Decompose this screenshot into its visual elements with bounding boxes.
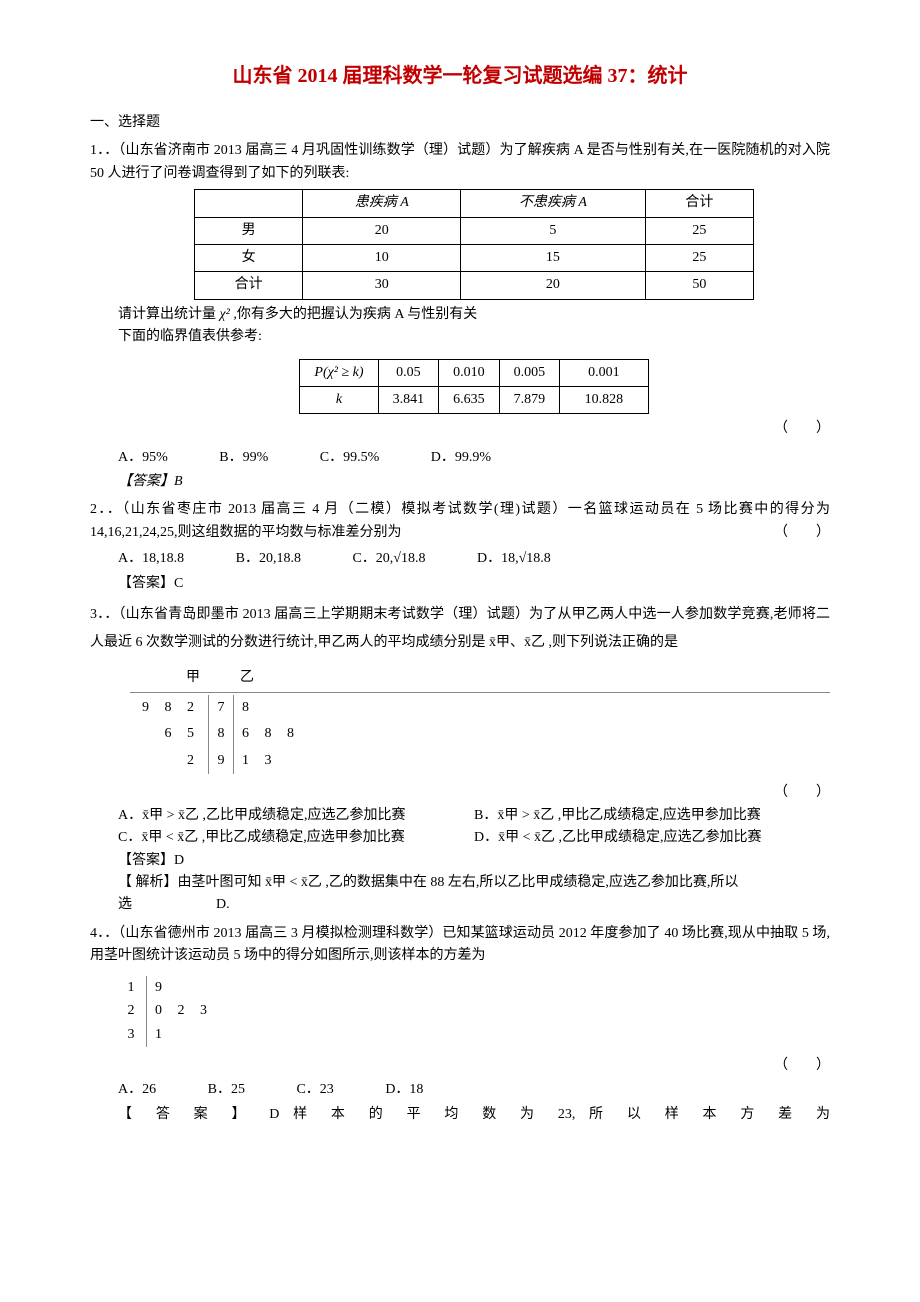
q3-exp1: 【 解析】由茎叶图可知 x̄甲 < x̄乙 ,乙的数据集中在 88 左右,所以乙… xyxy=(90,872,830,894)
sl-hdr-l: 甲 xyxy=(130,665,208,692)
q2-optD: D．18,√18.8 xyxy=(477,548,551,570)
q3-optB: B．x̄甲 > x̄乙 ,甲比乙成绩稳定,应选甲参加比赛 xyxy=(474,805,830,827)
sl-r1-s: 7 xyxy=(208,695,234,722)
q1-optC: C．99.5% xyxy=(320,447,380,469)
doc-title: 山东省 2014 届理科数学一轮复习试题选编 37：统计 xyxy=(90,60,830,92)
q1-table2-wrap: P(χ² ≥ k) 0.05 0.010 0.005 0.001 k 3.841… xyxy=(90,359,830,441)
q3-opts: A．x̄甲 > x̄乙 ,乙比甲成绩稳定,应选乙参加比赛 B．x̄甲 > x̄乙… xyxy=(90,805,830,850)
q2-optC: C．20,√18.8 xyxy=(352,548,425,570)
q2-paren: （ ） xyxy=(774,522,830,544)
q2: 2．．（山东省枣庄市 2013 届高三 4 月（二模）模拟考试数学(理)试题）一… xyxy=(90,499,830,544)
t1-r2c2: 15 xyxy=(461,244,645,271)
q4: 4．．（山东省德州市 2013 届高三 3 月模拟检测理科数学）已知某篮球运动员… xyxy=(90,923,830,968)
q1-num: 1． xyxy=(90,143,104,158)
q4-optD: D．18 xyxy=(385,1079,423,1101)
q3-optA: A．x̄甲 > x̄乙 ,乙比甲成绩稳定,应选乙参加比赛 xyxy=(118,805,474,827)
q3-src: ．（山东省青岛即墨市 2013 届高三上学期期末考试数学（理）试题）为了从甲乙两… xyxy=(90,607,830,650)
q2-opts: A．18,18.8 B．20,18.8 C．20,√18.8 D．18,√18.… xyxy=(118,548,830,570)
t1-r1c2: 5 xyxy=(461,217,645,244)
q1-optA: A．95% xyxy=(118,447,168,469)
t1-r3c1: 30 xyxy=(303,272,461,299)
q2-src: ．（山东省枣庄市 2013 届高三 4 月（二模）模拟考试数学(理)试题）一名篮… xyxy=(90,502,830,539)
q4-optC: C．23 xyxy=(296,1079,333,1101)
q1-table2: P(χ² ≥ k) 0.05 0.010 0.005 0.001 k 3.841… xyxy=(299,359,648,415)
t2-r1c2: 0.010 xyxy=(439,359,500,386)
section-heading: 一、选择题 xyxy=(90,112,830,134)
q3-answer: 【答案】D xyxy=(90,850,830,872)
sl-r3-l: 2 xyxy=(130,748,208,775)
q1-optD: D．99.9% xyxy=(431,447,491,469)
t2-r2c2: 6.635 xyxy=(439,386,500,413)
q1-optB: B．99% xyxy=(219,447,268,469)
sl-r3-s: 9 xyxy=(208,748,234,775)
q4-src: ．（山东省德州市 2013 届高三 3 月模拟检测理科数学）已知某篮球运动员 2… xyxy=(90,926,830,963)
q1-src: ．（山东省济南市 2013 届高三 4 月巩固性训练数学（理）试题）为了解疾病 … xyxy=(90,143,830,180)
t1-h0 xyxy=(195,190,303,217)
sl-hdr-r: 乙 xyxy=(232,665,254,692)
t1-r2c0: 女 xyxy=(195,244,303,271)
t2-r2c1: 3.841 xyxy=(378,386,439,413)
q3-exp2: 选 D. xyxy=(90,894,830,916)
t1-r2c3: 25 xyxy=(645,244,753,271)
t2-r1c1: 0.05 xyxy=(378,359,439,386)
sl-r3-r: 1 3 xyxy=(234,748,278,775)
q3-num: 3． xyxy=(90,607,104,622)
q3: 3．．（山东省青岛即墨市 2013 届高三上学期期末考试数学（理）试题）为了从甲… xyxy=(90,601,830,657)
sl-r2-r: 6 8 8 xyxy=(234,721,300,748)
q4-stemleaf: 1 9 2 0 2 3 3 1 xyxy=(120,976,830,1047)
t1-h2: 不患疾病 A xyxy=(461,190,645,217)
q1-table1: 患疾病 A 不患疾病 A 合计 男 20 5 25 女 10 15 25 合计 … xyxy=(194,189,754,300)
q3-stemleaf: 甲 乙 9 8 2 7 8 6 5 8 6 8 8 2 9 1 3 xyxy=(130,665,830,774)
q3-paren-row: （ ） xyxy=(90,782,830,804)
t1-h1: 患疾病 A xyxy=(303,190,461,217)
q3-optD: D．x̄甲 < x̄乙 ,乙比甲成绩稳定,应选乙参加比赛 xyxy=(474,827,830,849)
sl2-r1-s: 1 xyxy=(120,976,147,1000)
q1-line3: 下面的临界值表供参考: xyxy=(90,326,830,348)
q4-paren-row: （ ） xyxy=(90,1055,830,1077)
sl-r1-r: 8 xyxy=(234,695,255,722)
q2-num: 2． xyxy=(90,502,107,517)
t2-r1c3: 0.005 xyxy=(499,359,560,386)
q1: 1．．（山东省济南市 2013 届高三 4 月巩固性训练数学（理）试题）为了解疾… xyxy=(90,140,830,185)
t1-r3c2: 20 xyxy=(461,272,645,299)
q1-answer: 【答案】B xyxy=(90,471,830,493)
t2-r2c3: 7.879 xyxy=(499,386,560,413)
q1-paren: （ ） xyxy=(774,418,830,440)
t2-r2c4: 10.828 xyxy=(560,386,649,413)
t1-r3c3: 50 xyxy=(645,272,753,299)
q1-line2: 请计算出统计量 χ² ,你有多大的把握认为疾病 A 与性别有关 xyxy=(90,304,830,326)
t1-r2c1: 10 xyxy=(303,244,461,271)
q4-optA: A．26 xyxy=(118,1079,156,1101)
t1-r3c0: 合计 xyxy=(195,272,303,299)
sl-hdr-m xyxy=(208,665,232,692)
t1-r1c3: 25 xyxy=(645,217,753,244)
t2-r2c0: k xyxy=(300,386,378,413)
t1-h3: 合计 xyxy=(645,190,753,217)
sl2-r3-s: 3 xyxy=(120,1023,147,1047)
t1-r1c1: 20 xyxy=(303,217,461,244)
q4-opts: A．26 B．25 C．23 D．18 xyxy=(118,1079,830,1101)
sl-r2-s: 8 xyxy=(208,721,234,748)
q2-optA: A．18,18.8 xyxy=(118,548,184,570)
sl2-r1-r: 9 xyxy=(147,976,168,1000)
q1-opts: A．95% B．99% C．99.5% D．99.9% xyxy=(118,447,830,469)
sl2-r3-r: 1 xyxy=(147,1023,168,1047)
sl-r2-l: 6 5 xyxy=(130,721,208,748)
q4-paren: （ ） xyxy=(774,1055,830,1077)
t2-r1c4: 0.001 xyxy=(560,359,649,386)
sl-r1-l: 9 8 2 xyxy=(130,695,208,722)
sl2-r2-r: 0 2 3 xyxy=(147,999,213,1023)
t2-r1c0: P(χ² ≥ k) xyxy=(300,359,378,386)
q4-num: 4． xyxy=(90,926,104,941)
q3-optC: C．x̄甲 < x̄乙 ,甲比乙成绩稳定,应选甲参加比赛 xyxy=(118,827,474,849)
q4-optB: B．25 xyxy=(208,1079,245,1101)
q2-answer: 【答案】C xyxy=(90,573,830,595)
q1-table1-wrap: 患疾病 A 不患疾病 A 合计 男 20 5 25 女 10 15 25 合计 … xyxy=(90,189,830,300)
q2-optB: B．20,18.8 xyxy=(236,548,301,570)
sl2-r2-s: 2 xyxy=(120,999,147,1023)
t1-r1c0: 男 xyxy=(195,217,303,244)
q4-answer: 【 答 案 】 D 样 本 的 平 均 数 为 23, 所 以 样 本 方 差 … xyxy=(90,1104,830,1126)
q3-paren: （ ） xyxy=(774,782,830,804)
